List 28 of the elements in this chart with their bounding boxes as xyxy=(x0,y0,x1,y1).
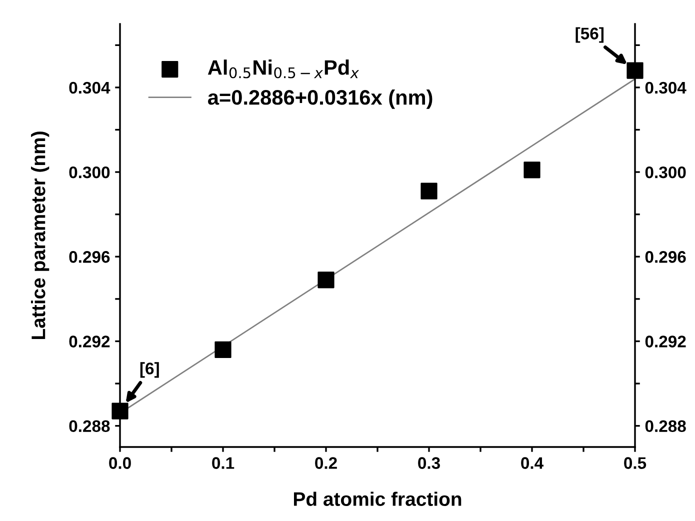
x-tick-label: 0.2 xyxy=(315,457,337,469)
legend-label: a=0.2886+0.0316x (nm) xyxy=(208,90,432,109)
y2-tick-label: 0.304 xyxy=(645,82,686,94)
x-tick-label: 0.1 xyxy=(212,457,234,469)
x-axis-title: Pd atomic fraction xyxy=(294,492,462,506)
point xyxy=(420,182,438,200)
y2-tick-label: 0.288 xyxy=(645,420,686,432)
y2-tick-label: 0.296 xyxy=(645,251,686,263)
point xyxy=(524,162,540,178)
y-tick-label: 0.300 xyxy=(69,166,110,178)
point xyxy=(112,402,128,420)
y-tick-label: 0.296 xyxy=(69,251,110,263)
y2-tick-label: 0.300 xyxy=(645,166,686,178)
y-tick-label: 0.292 xyxy=(69,336,110,348)
x-tick-label: 0.5 xyxy=(624,457,646,469)
annotation: [6] xyxy=(140,362,159,378)
y-tick-label: 0.288 xyxy=(69,420,110,432)
x-tick-label: 0.3 xyxy=(418,457,440,469)
legend-label: Al$_{0.5}$Ni$_{0.5−x}$Pd$_{x}$ xyxy=(208,60,360,78)
x-tick-label: 0.4 xyxy=(521,457,544,469)
x-tick-label: 0.0 xyxy=(109,457,131,469)
y-axis-title: Lattice parameter (nm) xyxy=(31,132,50,340)
point xyxy=(214,341,232,358)
point xyxy=(318,272,334,288)
y-tick-label: 0.304 xyxy=(69,82,110,94)
annotation: [56] xyxy=(576,27,604,43)
y2-tick-label: 0.292 xyxy=(645,336,686,348)
point xyxy=(626,62,644,79)
